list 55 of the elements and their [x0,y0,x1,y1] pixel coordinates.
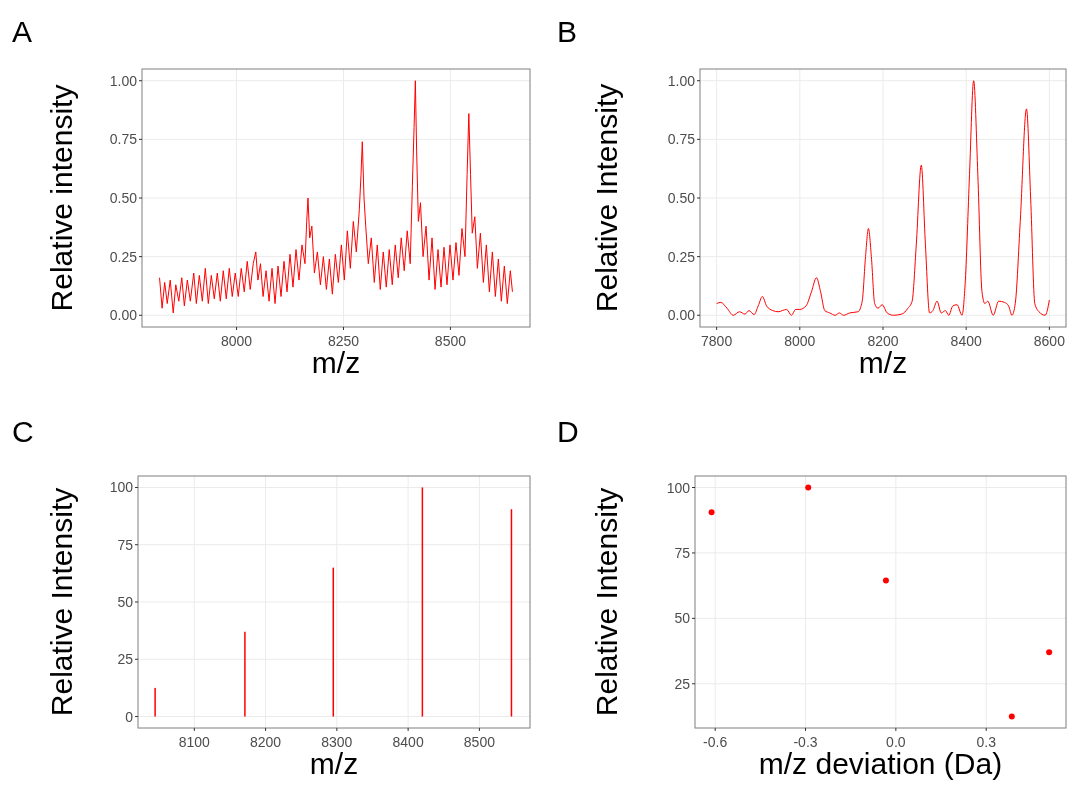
x-tick-label: -0.3 [793,734,818,750]
x-tick-label: 7800 [701,333,733,349]
y-tick-label: 0.25 [667,248,696,265]
x-tick-label: 8250 [327,333,360,349]
x-axis-title: m/z [309,747,359,780]
x-tick-label: 8200 [867,333,899,349]
point [1046,649,1053,656]
x-tick-label: 8100 [178,734,211,750]
x-tick-label: 8400 [392,734,424,750]
x-tick-label: 8000 [220,333,253,349]
y-tick-label: 0 [125,708,134,725]
point [1008,713,1015,720]
y-tick-label: 0.25 [109,248,138,265]
y-tick-label: 0.00 [667,307,696,324]
x-tick-label: 0.0 [886,734,906,750]
y-tick-label: 0.75 [667,131,696,148]
chart-title: D [557,415,579,448]
chart-title: C [12,415,34,448]
y-tick-label: 0.75 [109,131,138,148]
chart-title: A [12,15,33,48]
line-series [716,80,1050,316]
y-tick-label: 50 [674,610,691,627]
y-tick-label: 50 [117,594,134,610]
x-tick-label: 0.3 [976,734,997,750]
y-axis-title: Relative intensity [45,84,78,312]
y-tick-label: 100 [666,479,691,496]
x-tick-label: 8300 [321,734,353,750]
x-tick-label: 8500 [463,734,496,750]
y-tick-label: 100 [109,479,134,496]
y-tick-label: 0.00 [109,307,138,324]
y-tick-label: 75 [117,536,134,553]
x-axis-title: m/z deviation (Da) [758,747,1003,780]
y-tick-label: 25 [117,651,134,668]
y-tick-label: 1.00 [109,72,138,89]
point [708,509,715,516]
point [882,577,889,584]
x-tick-label: 8600 [1033,333,1066,349]
y-tick-label: 0.50 [109,190,138,206]
y-axis-title: Relative Intensity [590,83,623,313]
chart-title: B [557,15,578,48]
x-tick-label: 8000 [784,333,816,349]
x-tick-label: 8200 [250,734,282,750]
y-axis-title: Relative Intensity [590,487,623,717]
x-axis-title: m/z [858,346,908,379]
y-tick-label: 0.50 [667,190,696,206]
x-tick-label: 8500 [434,333,467,349]
x-tick-label: -0.6 [703,734,728,750]
point [805,484,812,491]
x-tick-label: 8400 [950,333,982,349]
y-tick-label: 1.00 [667,72,696,89]
y-tick-label: 75 [674,544,691,561]
y-axis-title: Relative Intensity [45,487,78,717]
y-tick-label: 25 [674,675,691,692]
x-axis-title: m/z [311,346,361,379]
line-series [159,80,513,314]
